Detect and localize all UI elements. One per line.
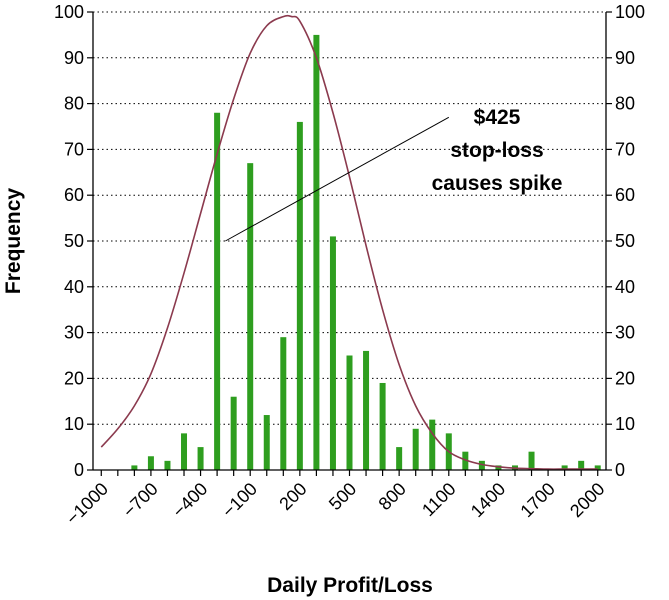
y-tick-label-right: 100 (615, 2, 645, 22)
y-tick-label-left: 20 (64, 368, 84, 388)
gridlines (93, 11, 606, 425)
x-axis-title: Daily Profit/Loss (267, 574, 433, 597)
x-tick-label: −100 (218, 479, 261, 522)
x-tick-label: −1000 (62, 479, 112, 529)
y-tick-label-right: 40 (615, 277, 635, 297)
bar (346, 355, 353, 470)
y-tick-label-left: 100 (54, 2, 84, 22)
y-tick-label-left: 60 (64, 185, 84, 205)
x-tick-label: 500 (325, 479, 360, 514)
y-tick-label-left: 40 (64, 277, 84, 297)
y-tick-label-right: 20 (615, 368, 635, 388)
bar (528, 451, 535, 470)
bar (147, 456, 154, 470)
bar (429, 419, 436, 470)
y-tick-label-left: 70 (64, 139, 84, 159)
y-axis-left-ticks: 0 10 20 30 40 50 60 70 80 90 100 (54, 2, 93, 480)
annotation-text-line: stop-loss (450, 139, 543, 162)
y-tick-label-left: 0 (74, 460, 84, 480)
bar (462, 451, 469, 470)
x-tick-label: 800 (375, 479, 410, 514)
y-tick-label-right: 10 (615, 414, 635, 434)
bars-group (131, 34, 601, 471)
bar (214, 112, 221, 470)
bar (164, 460, 171, 470)
bar (379, 382, 386, 470)
bar (247, 163, 254, 470)
x-tick-label: 200 (275, 479, 310, 514)
bar (561, 465, 568, 470)
x-tick-label: 1100 (418, 479, 460, 521)
x-tick-label: 2000 (566, 479, 608, 521)
annotation-pointer-line (225, 116, 450, 242)
bar (197, 447, 204, 470)
bar (578, 460, 585, 470)
annotation-text-line: $425 (474, 106, 521, 129)
bar (263, 415, 270, 470)
y-tick-label-left: 30 (64, 323, 84, 343)
y-tick-label-right: 0 (615, 460, 625, 480)
annotation-text-line: causes spike (432, 172, 563, 195)
bar (412, 428, 419, 470)
y-tick-label-right: 90 (615, 48, 635, 68)
y-tick-label-right: 80 (615, 94, 635, 114)
normal-curve-group (100, 14, 598, 470)
bar (131, 465, 138, 470)
bar (594, 465, 601, 470)
bar (181, 433, 188, 470)
bar (329, 236, 336, 470)
bar (280, 337, 287, 470)
y-tick-label-right: 30 (615, 323, 635, 343)
y-tick-label-right: 50 (615, 231, 635, 251)
y-tick-label-right: 60 (615, 185, 635, 205)
bar (313, 34, 320, 471)
x-tick-label: 1400 (467, 479, 509, 521)
bar (230, 396, 237, 470)
x-tick-label: −700 (119, 479, 162, 522)
x-tick-label: −400 (169, 479, 212, 522)
x-tick-label: 1700 (516, 479, 558, 521)
bar (396, 447, 403, 470)
y-axis-title: Frequency (2, 188, 25, 295)
bar (495, 465, 502, 470)
y-tick-label-left: 90 (64, 48, 84, 68)
y-tick-label-right: 70 (615, 139, 635, 159)
bar (363, 350, 370, 470)
annotation-group: $425 stop-loss causes spike (225, 106, 563, 242)
normal-curve-line (100, 14, 598, 470)
y-tick-label-left: 50 (64, 231, 84, 251)
y-axis-right-ticks: 0 10 20 30 40 50 60 70 80 90 100 (606, 2, 645, 480)
y-tick-label-left: 10 (64, 414, 84, 434)
x-axis-ticks: −1000 −700 −400 −100 200 500 800 1100 1400 1700 20… (62, 470, 609, 529)
bar (478, 460, 485, 470)
y-tick-label-left: 80 (64, 94, 84, 114)
bar (296, 121, 303, 471)
